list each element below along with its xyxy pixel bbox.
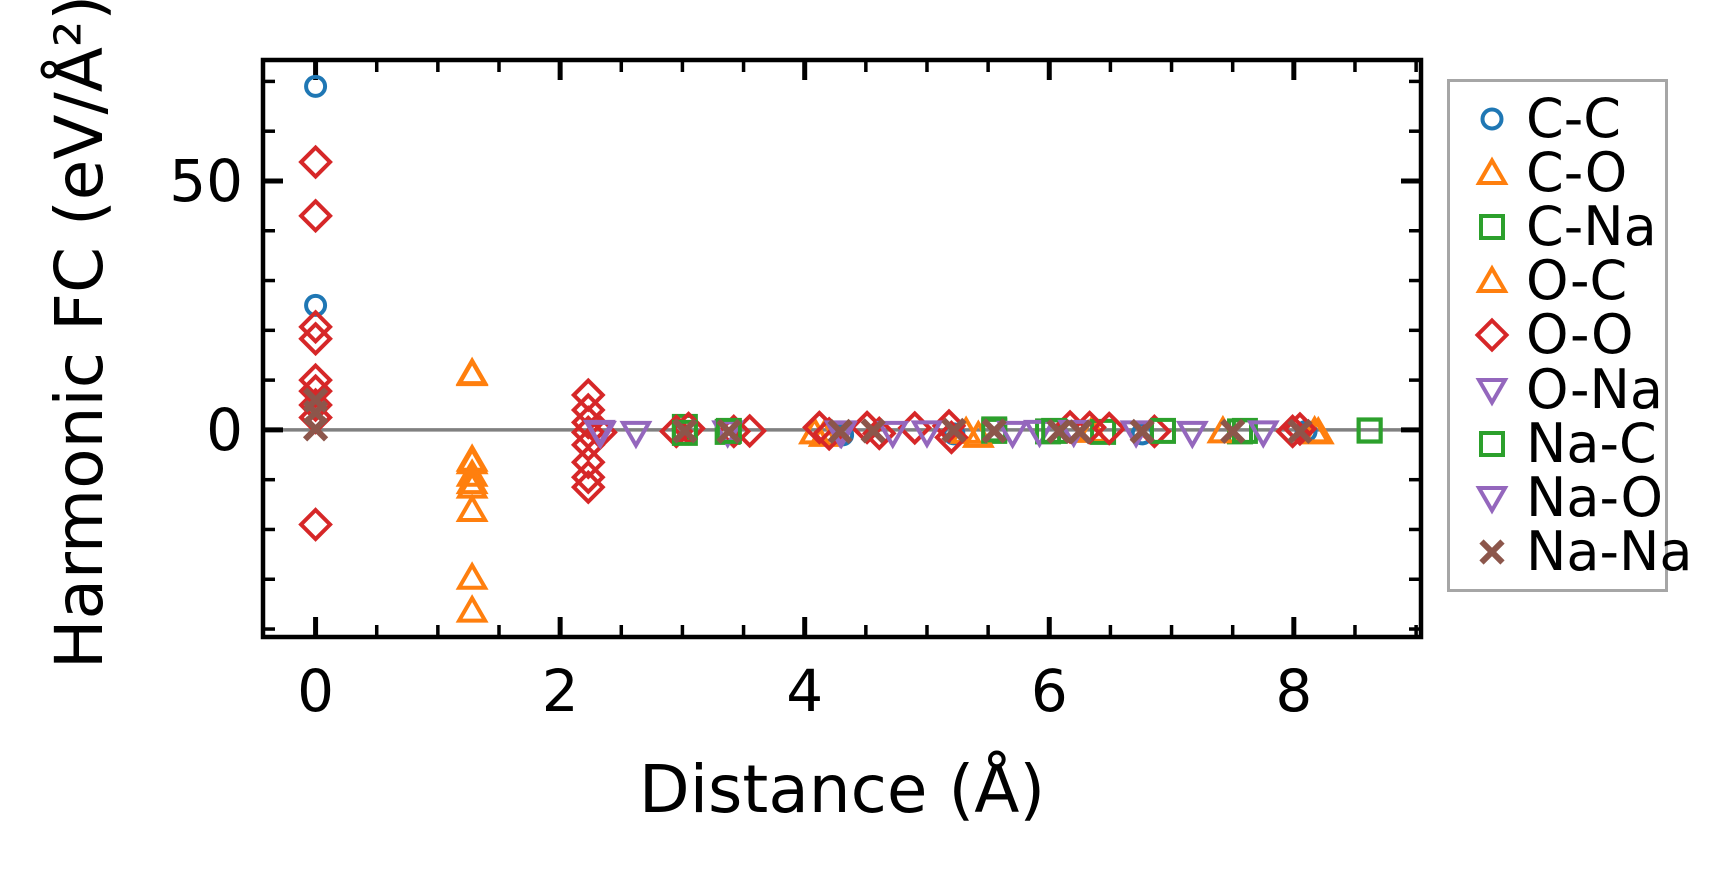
legend-label: C-Na — [1526, 195, 1657, 259]
legend-entry-Na-Na: Na-Na — [1450, 524, 1692, 578]
marker-Na-O — [996, 420, 1030, 450]
marker-Na-Na — [941, 417, 967, 444]
legend-marker-square-icon — [1479, 430, 1505, 457]
axes-spines — [260, 57, 1424, 640]
x-tick-label-2: 2 — [541, 657, 579, 725]
marker-Na-Na — [860, 418, 886, 444]
marker-Na-Na — [302, 416, 329, 442]
marker-O-O — [298, 309, 333, 345]
marker-Na-C — [1149, 417, 1176, 444]
marker-Na-Na — [1046, 418, 1072, 445]
x-tick-label-6: 6 — [1030, 657, 1068, 725]
legend: C-C C-O C-Na O-C O-O O-Na Na-C Na-O Na-Na — [1447, 79, 1692, 592]
marker-Na-C — [715, 417, 742, 444]
legend-entry-Na-C: Na-C — [1450, 411, 1665, 475]
marker-Na-C — [1356, 417, 1383, 444]
marker-O-Na — [910, 420, 944, 449]
y-tick-label-0: 0 — [206, 395, 243, 464]
legend-entry-Na-O: Na-O — [1450, 465, 1665, 529]
legend-label: C-O — [1526, 141, 1628, 205]
legend-label: O-C — [1526, 249, 1628, 313]
marker-O-Na — [1023, 419, 1056, 449]
marker-O-O — [934, 420, 969, 455]
marker-O-O — [298, 362, 333, 398]
legend-marker-diamond-icon — [1474, 318, 1510, 353]
x-tick-label-4: 4 — [786, 657, 824, 725]
legend-marker-square-icon — [1479, 214, 1505, 241]
legend-entry-O-Na: O-Na — [1450, 357, 1665, 421]
marker-O-O — [570, 469, 606, 505]
marker-O-O — [298, 507, 333, 542]
marker-Na-Na — [1067, 419, 1093, 445]
legend-entry-O-C: O-C — [1450, 249, 1665, 313]
marker-O-Na — [1175, 420, 1209, 450]
legend-entry-C-C: C-C — [1450, 87, 1665, 151]
legend-marker-triangle-up-icon — [1475, 264, 1509, 294]
marker-Na-Na — [981, 418, 1007, 444]
legend-label: O-Na — [1526, 357, 1663, 421]
legend-label: O-O — [1526, 303, 1634, 367]
marker-Na-O — [584, 420, 617, 450]
x-tick-label-8: 8 — [1275, 657, 1313, 725]
legend-label: Na-O — [1526, 465, 1663, 529]
marker-O-O — [298, 198, 333, 234]
y-axis-label: Harmonic FC (eV/Å²) — [41, 0, 118, 670]
marker-Na-Na — [1220, 418, 1246, 445]
marker-C-O — [455, 493, 489, 523]
marker-O-O — [570, 444, 606, 480]
marker-O-C — [455, 470, 489, 499]
marker-O-C — [455, 594, 489, 623]
marker-Na-O — [1246, 420, 1280, 449]
legend-label: C-C — [1526, 87, 1621, 151]
y-tick-label-50: 50 — [169, 146, 243, 215]
marker-Na-Na — [1287, 418, 1313, 445]
marker-O-O — [298, 387, 333, 423]
x-axis-label: Distance (Å) — [638, 751, 1046, 828]
legend-marker-x-icon — [1479, 539, 1505, 565]
marker-O-O — [298, 321, 333, 357]
legend-marker-circle-icon — [1480, 107, 1504, 131]
legend-label: Na-Na — [1526, 519, 1693, 583]
marker-O-O — [570, 459, 606, 495]
legend-marker-triangle-up-icon — [1475, 156, 1509, 186]
marker-Na-Na — [1129, 418, 1155, 445]
marker-Na-Na — [672, 418, 698, 444]
legend-label: Na-C — [1526, 411, 1657, 475]
marker-O-C — [455, 465, 489, 495]
marker-O-C — [455, 357, 489, 387]
marker-Na-Na — [716, 418, 742, 445]
legend-entry-O-O: O-O — [1450, 303, 1665, 367]
marker-C-C — [304, 74, 328, 98]
marker-Na-Na — [827, 418, 853, 445]
legend-entry-C-O: C-O — [1450, 141, 1665, 205]
marker-Na-O — [619, 420, 653, 450]
marker-Na-O — [876, 420, 910, 450]
marker-C-O — [455, 561, 489, 590]
marker-Na-C — [671, 419, 698, 446]
marker-O-O — [1091, 411, 1127, 446]
marker-O-O — [298, 144, 333, 180]
legend-marker-triangle-down-icon — [1475, 377, 1509, 407]
x-tick-label-0: 0 — [297, 657, 335, 725]
legend-marker-triangle-down-icon — [1475, 485, 1509, 515]
legend-entry-C-Na: C-Na — [1450, 195, 1665, 259]
